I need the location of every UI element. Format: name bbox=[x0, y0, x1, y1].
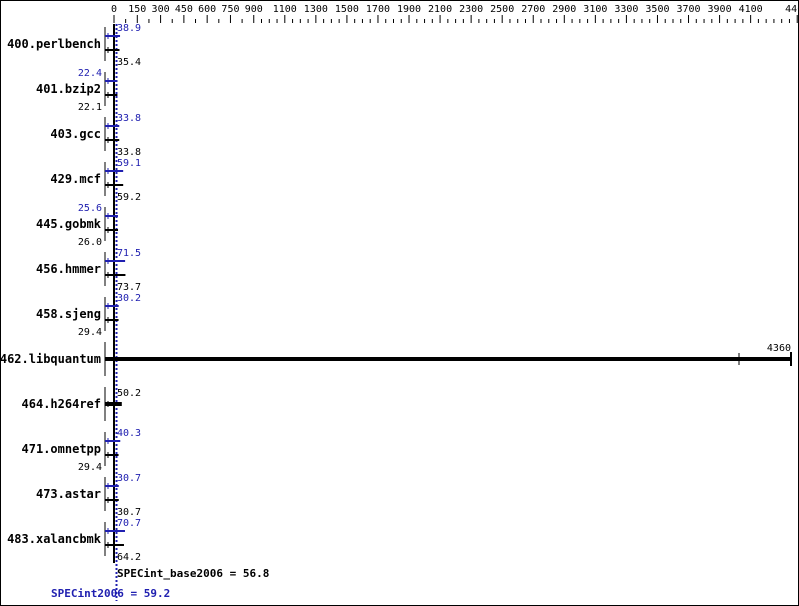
value-label-peak: 70.7 bbox=[117, 518, 141, 529]
value-label-peak: 22.4 bbox=[78, 68, 102, 79]
x-tick-label: 3700 bbox=[676, 4, 700, 15]
value-label-base: 29.4 bbox=[78, 462, 102, 473]
x-tick-label: 600 bbox=[198, 4, 216, 15]
x-tick-label: 3300 bbox=[614, 4, 638, 15]
x-tick-label: 0 bbox=[111, 4, 117, 15]
x-tick-label: 1300 bbox=[304, 4, 328, 15]
x-tick-label: 2700 bbox=[521, 4, 545, 15]
benchmark-label: 429.mcf bbox=[50, 172, 101, 186]
x-tick-label: 2300 bbox=[459, 4, 483, 15]
x-tick-label: 1900 bbox=[397, 4, 421, 15]
value-label-base: 4360 bbox=[767, 343, 791, 354]
value-label-base: 22.1 bbox=[78, 102, 102, 113]
value-label-base: 29.4 bbox=[78, 327, 102, 338]
value-label-base: 30.7 bbox=[117, 507, 141, 518]
value-label-base: 26.0 bbox=[78, 237, 102, 248]
x-tick-label: 3500 bbox=[645, 4, 669, 15]
x-tick-label: 900 bbox=[245, 4, 263, 15]
value-label-peak: 25.6 bbox=[78, 203, 102, 214]
benchmark-label: 445.gobmk bbox=[36, 217, 102, 231]
x-tick-label: 2500 bbox=[490, 4, 514, 15]
value-label-base: 50.2 bbox=[117, 388, 141, 399]
x-tick-label: 150 bbox=[128, 4, 146, 15]
value-label-peak: 33.8 bbox=[117, 113, 141, 124]
benchmark-label: 471.omnetpp bbox=[22, 442, 101, 456]
x-tick-label: 2100 bbox=[428, 4, 452, 15]
benchmark-label: 464.h264ref bbox=[22, 397, 101, 411]
x-tick-label: 450 bbox=[175, 4, 193, 15]
x-tick-label: 1100 bbox=[273, 4, 297, 15]
value-label-base: 35.4 bbox=[117, 57, 141, 68]
benchmark-label: 458.sjeng bbox=[36, 307, 101, 321]
value-label-peak: 38.9 bbox=[117, 23, 141, 34]
value-label-peak: 71.5 bbox=[117, 248, 141, 259]
benchmark-label: 456.hmmer bbox=[36, 262, 101, 276]
benchmark-label: 403.gcc bbox=[50, 127, 101, 141]
benchmark-label: 462.libquantum bbox=[1, 352, 101, 366]
x-tick-label: 3900 bbox=[708, 4, 732, 15]
x-tick-label: 300 bbox=[152, 4, 170, 15]
benchmark-label: 473.astar bbox=[36, 487, 101, 501]
value-label-base: 64.2 bbox=[117, 552, 141, 563]
value-label-peak: 40.3 bbox=[117, 428, 141, 439]
summary-peak: SPECint2006 = 59.2 bbox=[51, 587, 170, 600]
value-label-peak: 30.7 bbox=[117, 473, 141, 484]
benchmark-label: 400.perlbench bbox=[7, 37, 101, 51]
summary-base: SPECint_base2006 = 56.8 bbox=[117, 567, 269, 580]
value-label-base: 59.2 bbox=[117, 192, 141, 203]
x-tick-label: 1700 bbox=[366, 4, 390, 15]
x-tick-label: 3100 bbox=[583, 4, 607, 15]
value-label-peak: 59.1 bbox=[117, 158, 141, 169]
x-tick-label: 750 bbox=[221, 4, 239, 15]
benchmark-label: 401.bzip2 bbox=[36, 82, 101, 96]
value-label-peak: 30.2 bbox=[117, 293, 141, 304]
x-tick-label: 2900 bbox=[552, 4, 576, 15]
value-label-base: 73.7 bbox=[117, 282, 141, 293]
value-label-base: 33.8 bbox=[117, 147, 141, 158]
x-tick-label: 1500 bbox=[335, 4, 359, 15]
benchmark-label: 483.xalancbmk bbox=[7, 532, 102, 546]
x-tick-label: 4100 bbox=[739, 4, 763, 15]
